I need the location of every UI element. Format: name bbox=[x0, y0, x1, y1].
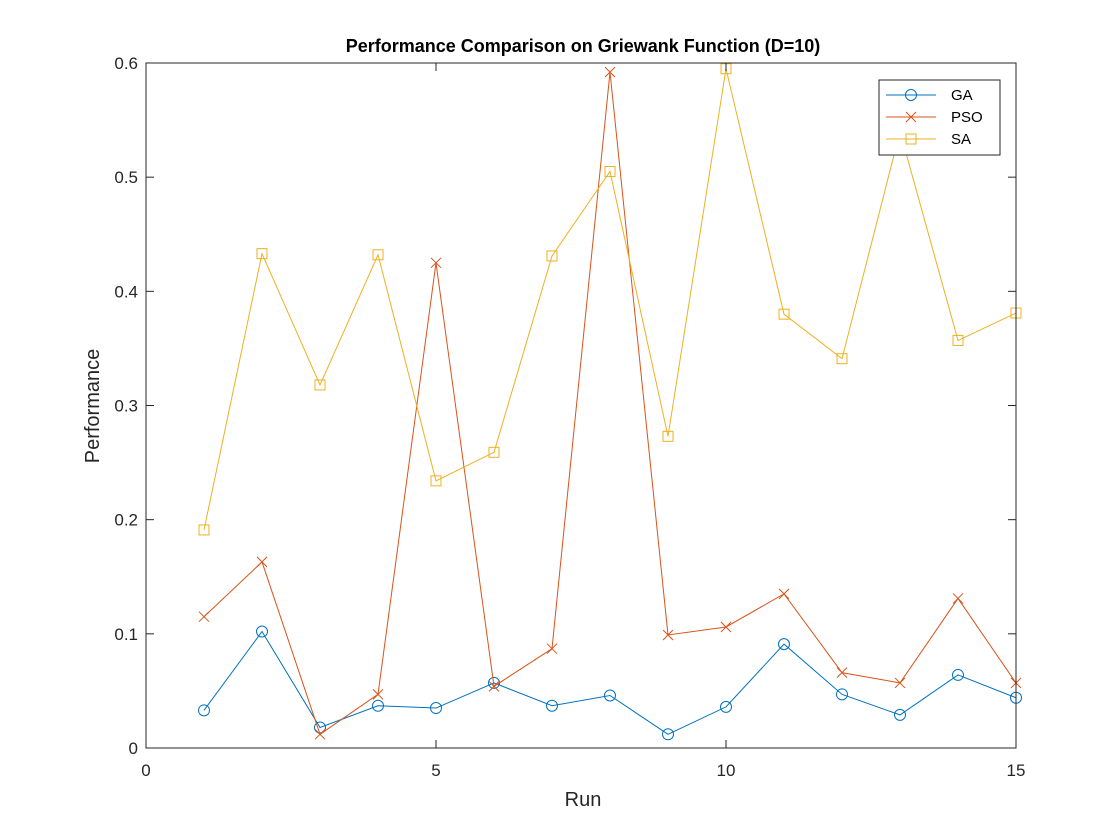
x-tick-label: 5 bbox=[431, 761, 440, 780]
series-ga-point bbox=[836, 688, 848, 701]
x-tick-label: 10 bbox=[717, 761, 736, 780]
series-pso-point-stroke bbox=[894, 677, 906, 689]
series-pso-point-stroke bbox=[198, 611, 210, 623]
series-ga-point bbox=[198, 704, 210, 717]
series-pso bbox=[198, 66, 1022, 740]
series-sa-point bbox=[836, 353, 848, 365]
series-pso-point bbox=[256, 556, 268, 568]
series-sa-point bbox=[604, 165, 616, 177]
x-axis-label: Run bbox=[565, 789, 602, 811]
series-pso-point bbox=[778, 588, 790, 600]
series-sa-point bbox=[314, 379, 326, 391]
x-tick-label: 0 bbox=[141, 761, 150, 780]
series-pso-point bbox=[662, 629, 674, 641]
legend-marker-sa bbox=[905, 133, 917, 145]
legend-marker-ga bbox=[905, 89, 917, 101]
series-pso-point bbox=[488, 680, 500, 692]
legend-entry-ga: GA bbox=[886, 87, 973, 104]
series-ga-point bbox=[546, 699, 558, 712]
series-sa-point bbox=[256, 248, 268, 260]
series-ga-point bbox=[720, 700, 732, 713]
y-tick-label: 0.5 bbox=[114, 168, 138, 187]
series-pso-point-stroke bbox=[662, 629, 674, 641]
series-pso-point bbox=[430, 257, 442, 269]
chart-title: Performance Comparison on Griewank Funct… bbox=[346, 36, 821, 56]
series-ga-point bbox=[430, 702, 442, 715]
y-tick-label: 0.4 bbox=[114, 282, 138, 301]
legend-label-ga: GA bbox=[951, 87, 973, 104]
series-ga-point bbox=[256, 625, 268, 638]
y-tick-label: 0.3 bbox=[114, 397, 138, 416]
series-pso-point bbox=[314, 728, 326, 740]
plot-area bbox=[198, 63, 1022, 741]
series-ga-point bbox=[894, 708, 906, 721]
legend-marker-pso-stroke bbox=[905, 111, 917, 123]
legend: GA PSO SA bbox=[878, 79, 1001, 156]
series-sa-point bbox=[488, 446, 500, 458]
x-tick-label: 15 bbox=[1007, 761, 1026, 780]
series-sa-line bbox=[203, 68, 1017, 531]
series-sa-point bbox=[546, 250, 558, 262]
series-pso-point-stroke bbox=[952, 593, 964, 604]
series-pso-point-stroke bbox=[778, 588, 790, 600]
series-pso-point-stroke bbox=[604, 66, 616, 78]
legend-entry-sa: SA bbox=[886, 131, 971, 148]
series-pso-point bbox=[720, 621, 732, 633]
series-ga-line bbox=[203, 630, 1017, 735]
series-ga-point bbox=[372, 699, 384, 712]
series-ga-point bbox=[778, 638, 790, 651]
series-pso-point-stroke bbox=[372, 688, 384, 700]
series-sa-point bbox=[778, 308, 790, 320]
axes: 0 5 10 15 0 0.1 0.2 0.3 0.4 0.5 0.6 bbox=[114, 54, 1025, 780]
series-pso-point bbox=[952, 593, 964, 604]
y-tick-label: 0.1 bbox=[114, 625, 138, 644]
series-sa-point bbox=[430, 475, 442, 487]
legend-label-pso: PSO bbox=[951, 109, 983, 126]
legend-entry-pso: PSO bbox=[886, 109, 983, 126]
series-pso-point bbox=[546, 643, 558, 655]
series-ga-point bbox=[662, 728, 674, 741]
legend-label-sa: SA bbox=[951, 131, 971, 148]
series-pso-point bbox=[198, 611, 210, 623]
series-ga-point bbox=[604, 689, 616, 702]
series-pso-point bbox=[836, 667, 848, 679]
legend-marker-pso bbox=[905, 111, 917, 123]
series-pso-point-stroke bbox=[546, 643, 558, 655]
y-tick-label: 0.2 bbox=[114, 511, 138, 530]
series-pso-point-stroke bbox=[720, 621, 732, 633]
y-tick-label: 0 bbox=[129, 739, 138, 758]
y-axis-label: Performance bbox=[82, 349, 104, 464]
series-ga-point bbox=[952, 668, 964, 681]
series-pso-point bbox=[894, 677, 906, 689]
series-pso-point bbox=[372, 688, 384, 700]
series-pso-point-stroke bbox=[836, 667, 848, 679]
series-pso-point-stroke bbox=[488, 680, 500, 692]
series-pso-point-stroke bbox=[430, 257, 442, 269]
series-pso-point-stroke bbox=[256, 556, 268, 568]
series-sa-point bbox=[198, 524, 210, 536]
series-sa-point bbox=[952, 334, 964, 346]
y-tick-label: 0.6 bbox=[114, 54, 138, 73]
series-sa-point bbox=[662, 430, 674, 442]
series-pso-point-stroke bbox=[314, 728, 326, 740]
series-pso-point bbox=[604, 66, 616, 78]
series-sa-point bbox=[372, 249, 384, 261]
